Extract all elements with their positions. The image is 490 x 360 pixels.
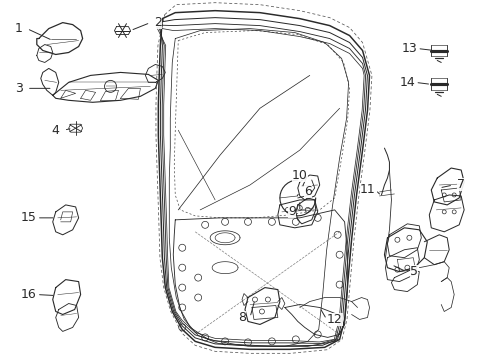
Text: 16: 16 — [21, 288, 37, 301]
Text: 1: 1 — [15, 22, 23, 35]
Text: 14: 14 — [399, 76, 415, 89]
Text: 7: 7 — [457, 179, 465, 192]
Text: 6: 6 — [304, 185, 312, 198]
Text: 15: 15 — [21, 211, 37, 224]
Text: 4: 4 — [52, 124, 60, 137]
Text: 2: 2 — [154, 16, 162, 29]
Text: 5: 5 — [410, 265, 418, 278]
Text: 12: 12 — [327, 313, 343, 326]
Text: 9: 9 — [288, 205, 296, 219]
Text: 13: 13 — [401, 42, 417, 55]
Text: 10: 10 — [292, 168, 308, 181]
Text: 11: 11 — [360, 184, 375, 197]
Text: 3: 3 — [15, 82, 23, 95]
Text: 8: 8 — [238, 311, 246, 324]
